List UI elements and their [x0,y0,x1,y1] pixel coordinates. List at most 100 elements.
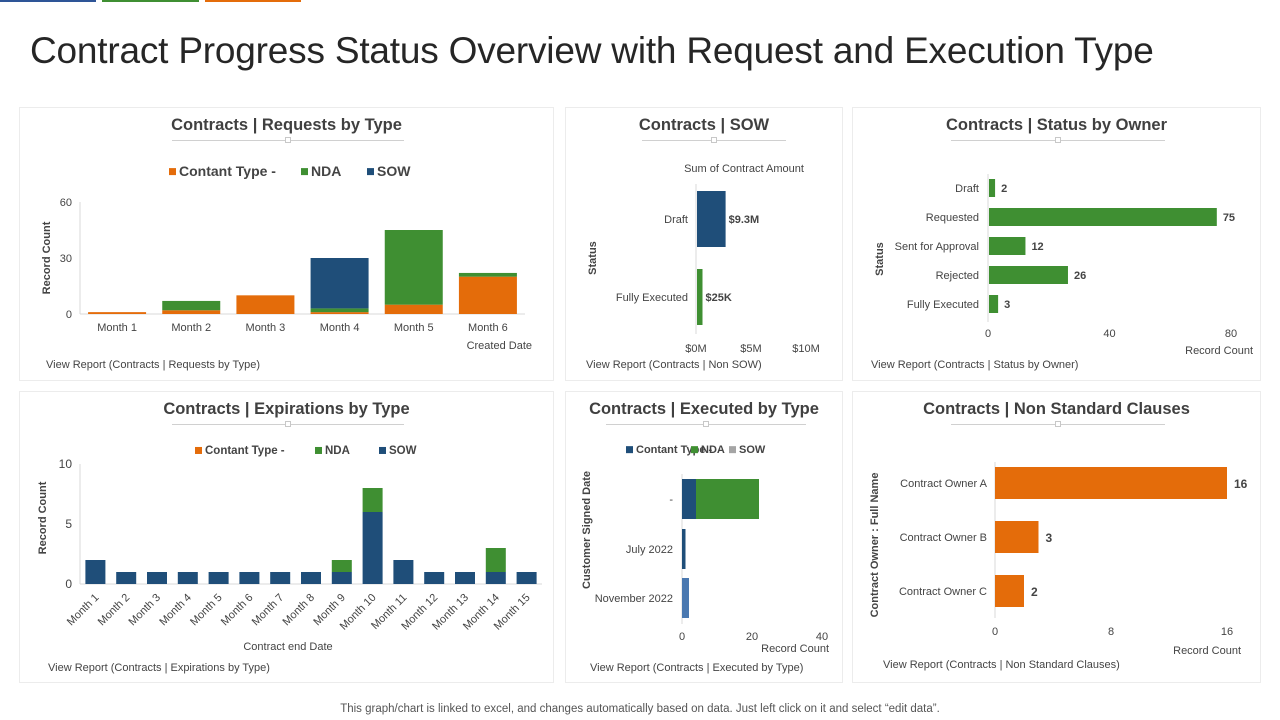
bar [989,179,996,197]
bar-segment [331,572,352,584]
bar-segment [236,295,295,314]
x-tick-label: Month 1 [97,322,137,334]
legend-label: Contant Type - [205,445,285,457]
y-tick-label: Fully Executed [616,292,688,304]
x-tick-label: 0 [679,631,685,643]
chart-requests-by-type[interactable]: Contant Type - NDA SOW 0 30 60 Month 1 Month 2 M… [20,108,555,382]
panel-status-by-owner[interactable]: Contracts | Status by Owner Draft 2 Reques… [852,107,1261,381]
view-report-link[interactable]: View Report (Contracts | Status by Owner… [871,359,1079,371]
data-label: 3 [1046,531,1053,545]
bar-segment [310,308,369,313]
y-tick-label: Contract Owner C [899,586,987,598]
data-label: 12 [1031,241,1043,253]
bar-segment [310,312,369,314]
bar-segment [682,529,686,569]
x-axis-title: Record Count [1185,345,1253,357]
y-axis-title: Status [587,241,599,275]
bar-segment [485,572,506,584]
title-divider [951,421,1165,427]
x-tick-label: 8 [1108,626,1114,638]
chart-sow[interactable]: Sum of Contract Amount Draft $9.3M Fully Ex… [566,108,844,382]
bar-segment [458,272,517,277]
title-divider [951,137,1165,143]
x-tick-label: 80 [1225,328,1237,340]
data-label: $9.3M [729,214,760,226]
bar-segment [116,572,137,584]
x-tick-label: $10M [792,343,820,355]
data-label: $25K [706,292,732,304]
bar-segment [85,560,106,584]
x-tick-label: Month 6 [219,592,256,629]
x-tick-label: Month 1 [65,592,102,629]
x-tick-label: Month 4 [157,592,194,629]
x-tick-label: 20 [746,631,758,643]
x-axis-title: Contract end Date [243,641,332,653]
view-report-link[interactable]: View Report (Contracts | Non SOW) [586,359,762,371]
x-axis-title: Record Count [1173,645,1241,657]
bar-segment [424,572,445,584]
data-label: 75 [1223,212,1235,224]
x-axis-title: Created Date [467,340,532,352]
legend-swatch [379,446,386,454]
legend-label: SOW [377,163,411,179]
y-tick-label: Sent for Approval [895,241,979,253]
panel-non-standard-clauses[interactable]: Contracts | Non Standard Clauses Contrac… [852,391,1261,683]
data-label: 2 [1031,585,1038,599]
legend-label: NDA [701,444,725,456]
data-label: 16 [1234,477,1248,491]
y-tick-label: November 2022 [595,593,673,605]
y-tick-label: 60 [60,197,72,209]
bar-segment [384,304,443,314]
view-report-link[interactable]: View Report (Contracts | Expirations by … [48,662,270,674]
y-tick-label: 30 [60,253,72,265]
data-label: 26 [1074,270,1086,282]
title-divider [606,421,806,427]
chart-status-by-owner[interactable]: Draft 2 Requested 75 Sent for Approval 12 Reje… [853,108,1262,382]
x-tick-label: Month 6 [468,322,508,334]
legend-swatch [169,168,176,176]
x-tick-label: 40 [1103,328,1115,340]
legend-swatch [691,446,698,454]
bar-segment [362,512,383,584]
bar-segment [384,230,443,305]
bar-segment [301,572,321,584]
view-report-link[interactable]: View Report (Contracts | Non Standard Cl… [883,659,1120,671]
data-label: 3 [1004,299,1010,311]
y-axis-title: Status [874,242,886,276]
x-tick-label: Month 5 [188,592,225,629]
footnote: This graph/chart is linked to excel, and… [340,703,940,715]
x-tick-label: Month 7 [250,592,287,629]
x-tick-label: 40 [816,631,828,643]
accent-bar-blue [0,0,96,2]
bar-segment [682,578,689,618]
y-tick-label: 0 [65,577,72,591]
legend-swatch [367,168,374,176]
legend-swatch [729,446,736,454]
bar-segment [239,572,260,584]
y-axis-title: Contract Owner : Full Name [869,473,881,618]
title-divider [172,421,404,427]
bar [989,208,1217,226]
view-report-link[interactable]: View Report (Contracts | Requests by Typ… [46,359,260,371]
bar-segment [208,572,229,584]
x-axis-title: Record Count [761,643,829,655]
bar [989,237,1026,255]
bar-segment [270,572,291,584]
panel-sow[interactable]: Contracts | SOW Sum of Contract Amount Dr… [565,107,843,381]
title-divider [172,137,404,143]
bar [697,269,703,325]
panel-executed-by-type[interactable]: Contracts | Executed by Type Contant Typ… [565,391,843,683]
view-report-link[interactable]: View Report (Contracts | Executed by Typ… [590,662,804,674]
y-tick-label: Rejected [936,270,979,282]
legend-label: SOW [739,444,766,456]
y-tick-label: Requested [926,212,979,224]
y-tick-label: July 2022 [626,544,673,556]
y-axis-title: Record Count [41,221,53,294]
panel-requests-by-type[interactable]: Contracts | Requests by Type Contant Typ… [19,107,554,381]
bar-segment [485,548,506,572]
legend-swatch [626,446,633,454]
panel-expirations-by-type[interactable]: Contracts | Expirations by Type Contant … [19,391,554,683]
